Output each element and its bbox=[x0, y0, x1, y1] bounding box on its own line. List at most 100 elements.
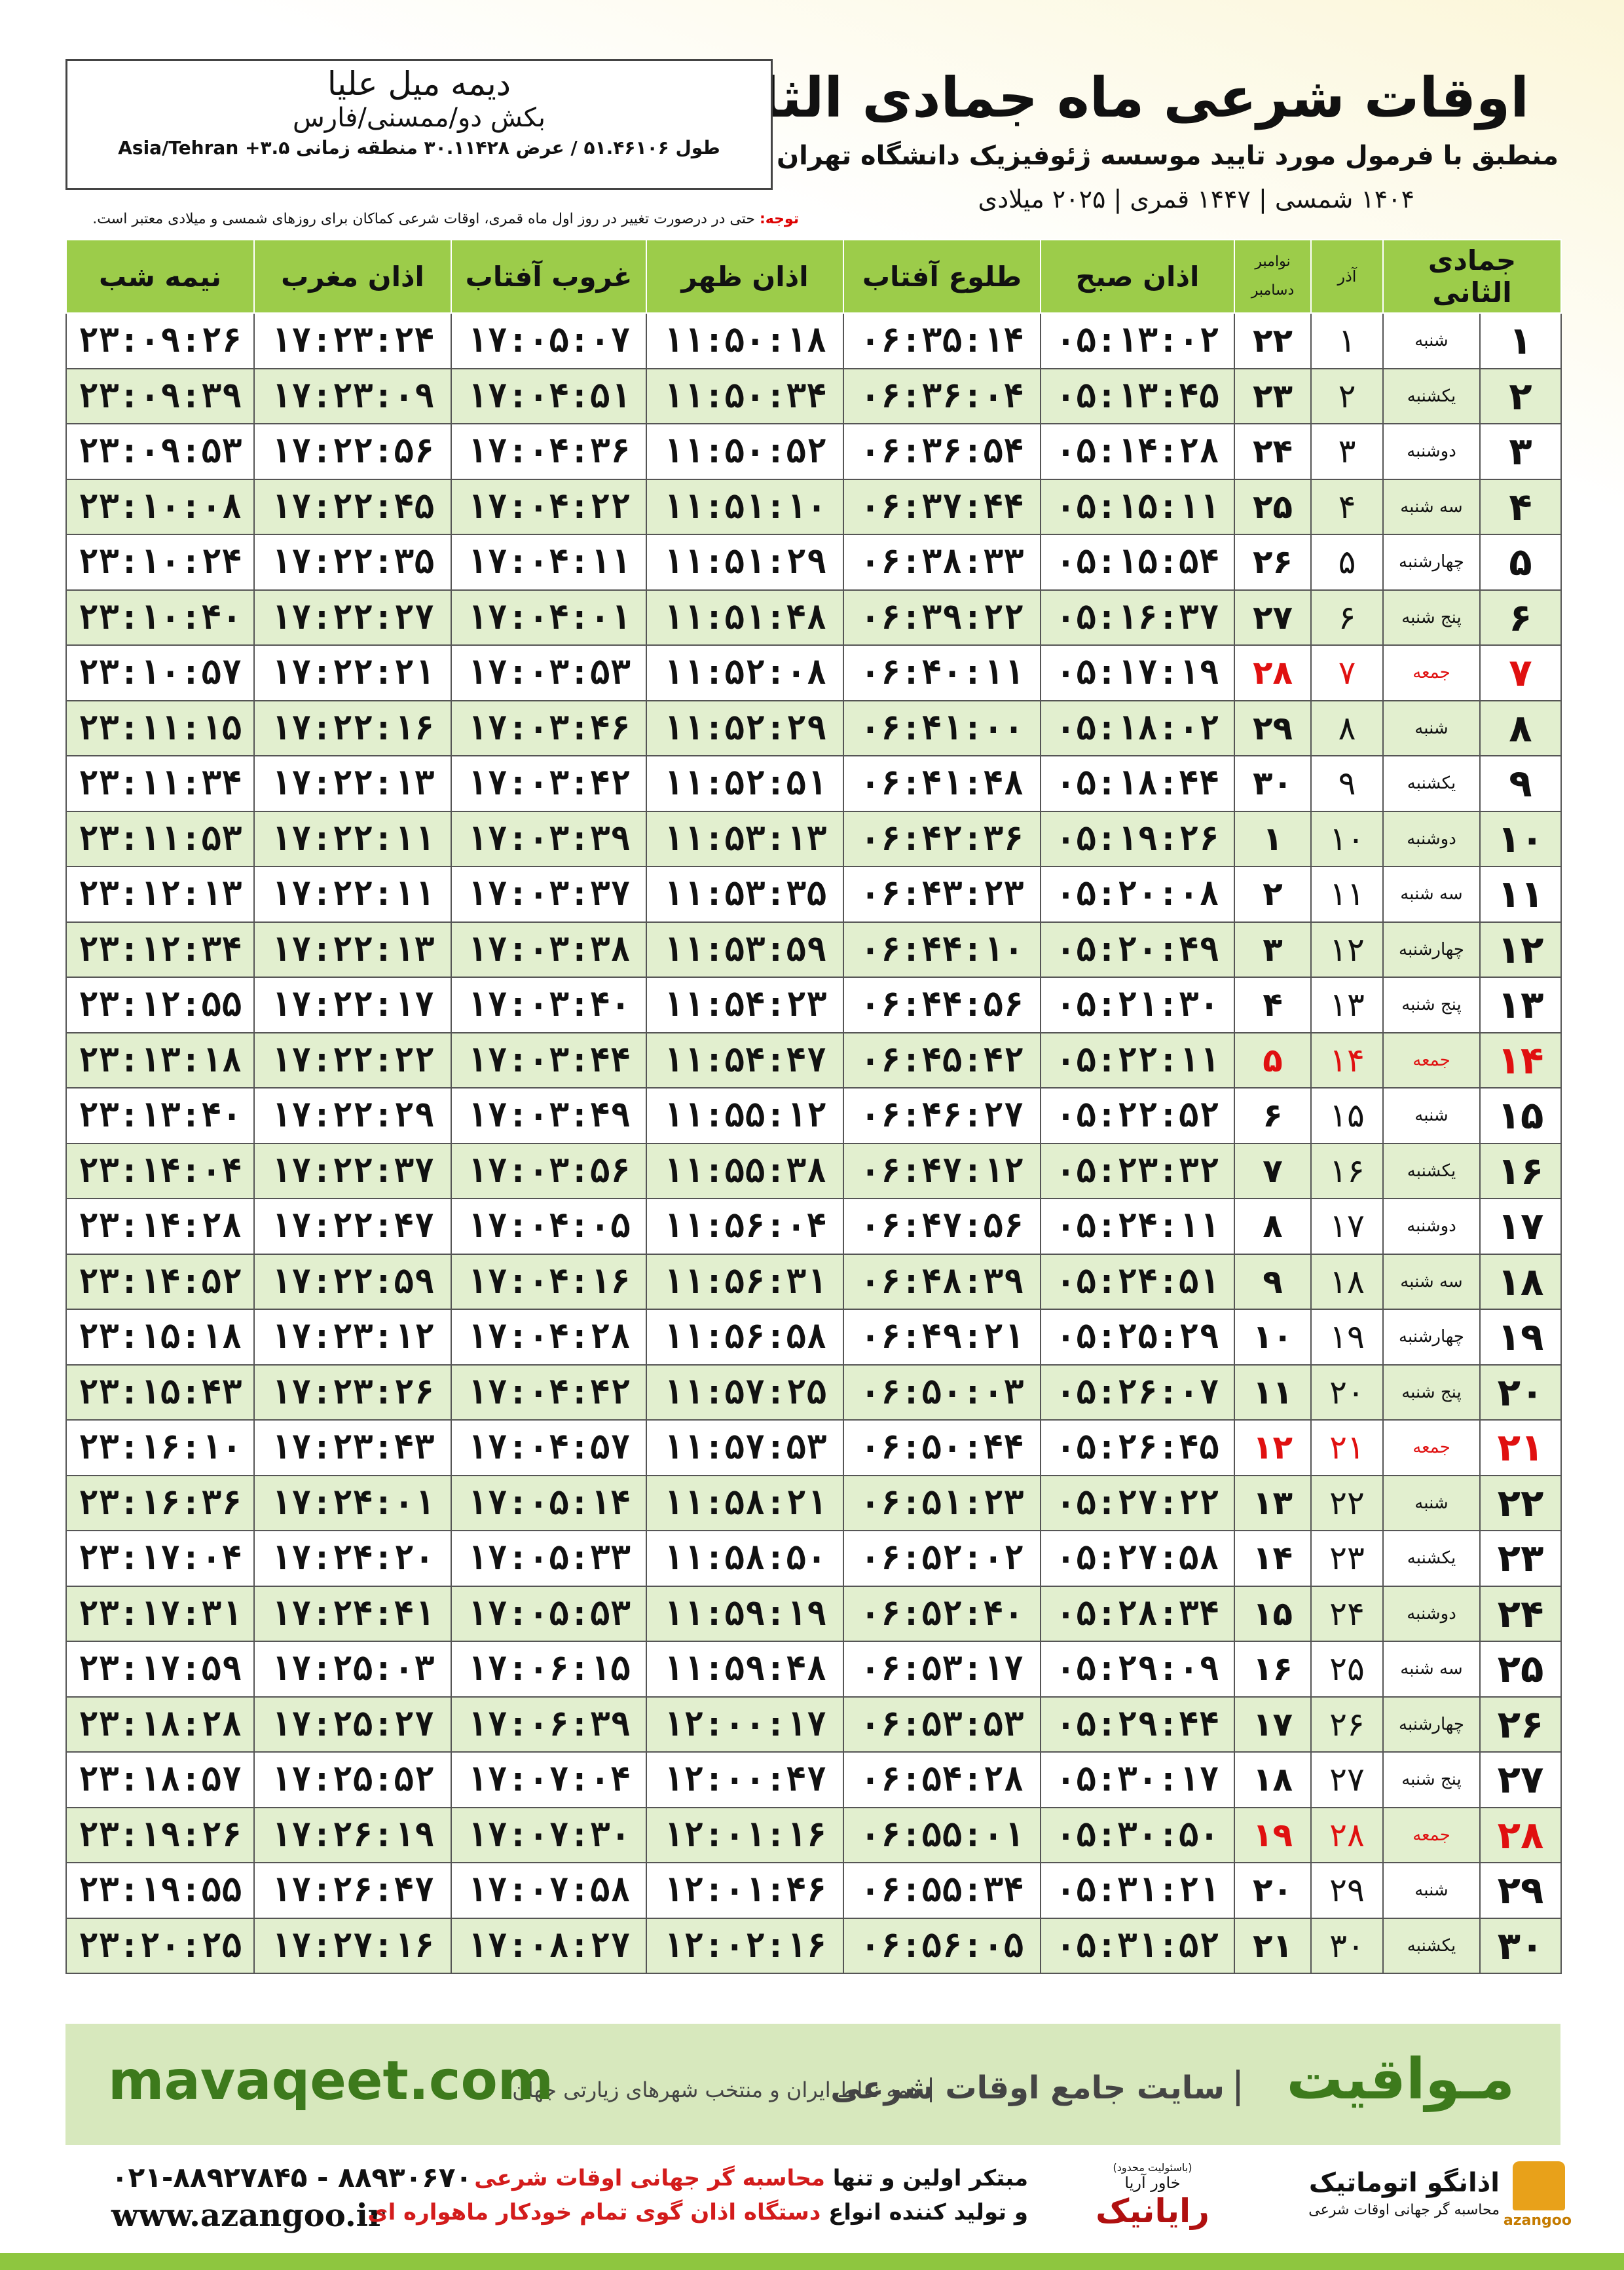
row: ۱۳ پنج شنبه ۱۳ ۴ ۰۵:۲۱:۳۰ ۰۶:۴۴:۵۶ ۱۱:۵۴:۲۳ ۱۷:… bbox=[65, 977, 1562, 1033]
gregorian-day: ۱۹ bbox=[1234, 1806, 1312, 1863]
time: ۰۶:۵۴:۲۸ bbox=[843, 1751, 1041, 1808]
time: ۱۷:۰۶:۱۵ bbox=[451, 1641, 647, 1698]
time: ۱۱:۵۱:۲۹ bbox=[646, 534, 844, 591]
time: ۰۵:۲۹:۴۴ bbox=[1040, 1696, 1235, 1753]
weekday: جمعه bbox=[1382, 1419, 1481, 1476]
time: ۱۷:۰۳:۴۰ bbox=[451, 977, 647, 1033]
gregorian-day: ۶ bbox=[1234, 1087, 1312, 1144]
azar-day: ۱۹ bbox=[1310, 1309, 1384, 1366]
row: ۱۷ دوشنبه ۱۷ ۸ ۰۵:۲۴:۱۱ ۰۶:۴۷:۵۶ ۱۱:۵۶:۰۴ ۱۷:۰۴… bbox=[65, 1198, 1562, 1255]
gregorian-day: ۲۴ bbox=[1234, 423, 1312, 480]
time: ۱۷:۲۳:۲۶ bbox=[253, 1364, 452, 1421]
time: ۱۷:۲۲:۵۹ bbox=[253, 1253, 452, 1310]
weekday: دوشنبه bbox=[1382, 1585, 1481, 1642]
time: ۱۷:۰۴:۵۱ bbox=[451, 367, 647, 424]
weekday: یکشنبه bbox=[1382, 755, 1481, 812]
time: ۲۳:۱۸:۵۷ bbox=[65, 1751, 255, 1808]
header-hijri: جمادی الثانی bbox=[1382, 239, 1562, 314]
row: ۲۸ جمعه ۲۸ ۱۹ ۰۵:۳۰:۵۰ ۰۶:۵۵:۰۱ ۱۲:۰۱:۱۶ ۱۷:۰۷:… bbox=[65, 1806, 1562, 1863]
time: ۰۵:۲۴:۱۱ bbox=[1040, 1198, 1235, 1255]
azar-day: ۳ bbox=[1310, 423, 1384, 480]
azar-day: ۲۰ bbox=[1310, 1364, 1384, 1421]
time: ۰۶:۴۸:۳۹ bbox=[843, 1253, 1041, 1310]
time: ۲۳:۰۹:۲۶ bbox=[65, 312, 255, 369]
time: ۱۷:۲۶:۱۹ bbox=[253, 1806, 452, 1863]
time: ۰۶:۵۰:۰۳ bbox=[843, 1364, 1041, 1421]
logo-name: رایانیک bbox=[1096, 2192, 1209, 2230]
time: ۰۵:۲۰:۰۸ bbox=[1040, 866, 1235, 923]
row: ۲۹ شنبه ۲۹ ۲۰ ۰۵:۳۱:۲۱ ۰۶:۵۵:۳۴ ۱۲:۰۱:۴۶ ۱۷:۰۷:… bbox=[65, 1862, 1562, 1919]
time: ۱۱:۵۳:۵۹ bbox=[646, 921, 844, 978]
time: ۱۷:۲۲:۱۱ bbox=[253, 866, 452, 923]
time: ۰۵:۳۱:۵۲ bbox=[1040, 1917, 1235, 1974]
weekday: پنج شنبه bbox=[1382, 1364, 1481, 1421]
raianik-logo: (باسئولیت محدود) خاور آریا رایانیک bbox=[1061, 2161, 1244, 2230]
time: ۰۶:۴۴:۱۰ bbox=[843, 921, 1041, 978]
azar-day: ۱۳ bbox=[1310, 977, 1384, 1033]
text: و تولید کننده انواع bbox=[828, 2199, 1028, 2225]
row: ۱۲ چهارشنبه ۱۲ ۳ ۰۵:۲۰:۴۹ ۰۶:۴۴:۱۰ ۱۱:۵۳:۵۹ ۱۷:… bbox=[65, 921, 1562, 978]
gregorian-day: ۱۰ bbox=[1234, 1309, 1312, 1366]
time: ۰۶:۴۲:۳۶ bbox=[843, 810, 1041, 867]
weekday: شنبه bbox=[1382, 1474, 1481, 1531]
hijri-day: ۱۹ bbox=[1479, 1309, 1562, 1366]
time: ۰۶:۳۹:۲۲ bbox=[843, 589, 1041, 646]
time: ۱۱:۵۲:۰۸ bbox=[646, 644, 844, 701]
note-label: توجه: bbox=[759, 211, 799, 227]
gregorian-day: ۲۸ bbox=[1234, 644, 1312, 701]
time: ۱۷:۲۲:۴۷ bbox=[253, 1198, 452, 1255]
azar-day: ۶ bbox=[1310, 589, 1384, 646]
time: ۲۳:۱۷:۰۴ bbox=[65, 1530, 255, 1587]
time: ۱۷:۲۳:۱۲ bbox=[253, 1309, 452, 1366]
time: ۱۱:۵۸:۲۱ bbox=[646, 1474, 844, 1531]
hijri-day: ۱۵ bbox=[1479, 1087, 1562, 1144]
weekday: شنبه bbox=[1382, 1087, 1481, 1144]
hijri-day: ۸ bbox=[1479, 699, 1562, 756]
hijri-day: ۱۷ bbox=[1479, 1198, 1562, 1255]
time: ۰۶:۵۳:۵۳ bbox=[843, 1696, 1041, 1753]
row: ۲۴ دوشنبه ۲۴ ۱۵ ۰۵:۲۸:۳۴ ۰۶:۵۲:۴۰ ۱۱:۵۹:۱۹ ۱۷:۰… bbox=[65, 1585, 1562, 1642]
time: ۲۳:۱۹:۲۶ bbox=[65, 1806, 255, 1863]
time: ۰۵:۳۱:۲۱ bbox=[1040, 1862, 1235, 1919]
row: ۲ یکشنبه ۲ ۲۳ ۰۵:۱۳:۴۵ ۰۶:۳۶:۰۴ ۱۱:۵۰:۳۴ ۱۷:۰۴:… bbox=[65, 367, 1562, 424]
row: ۲۳ یکشنبه ۲۳ ۱۴ ۰۵:۲۷:۵۸ ۰۶:۵۲:۰۲ ۱۱:۵۸:۵۰ ۱۷:۰… bbox=[65, 1530, 1562, 1587]
row: ۲۵ سه شنبه ۲۵ ۱۶ ۰۵:۲۹:۰۹ ۰۶:۵۳:۱۷ ۱۱:۵۹:۴۸ ۱۷:… bbox=[65, 1641, 1562, 1698]
banner: مـواقیت سایت جامع اوقات شرعی همه نقاط ای… bbox=[65, 2024, 1560, 2145]
azar-day: ۳۰ bbox=[1310, 1917, 1384, 1974]
time: ۲۳:۱۵:۴۳ bbox=[65, 1364, 255, 1421]
time: ۰۶:۵۱:۲۳ bbox=[843, 1474, 1041, 1531]
header-time: اذان صبح bbox=[1040, 239, 1235, 314]
time: ۲۳:۱۴:۲۸ bbox=[65, 1198, 255, 1255]
time: ۱۷:۰۳:۳۹ bbox=[451, 810, 647, 867]
time: ۰۵:۱۳:۰۲ bbox=[1040, 312, 1235, 369]
hijri-day: ۱۲ bbox=[1479, 921, 1562, 978]
time: ۱۱:۵۵:۳۸ bbox=[646, 1142, 844, 1199]
time: ۲۳:۱۰:۵۷ bbox=[65, 644, 255, 701]
header-time: اذان ظهر bbox=[646, 239, 844, 314]
time: ۰۵:۱۷:۱۹ bbox=[1040, 644, 1235, 701]
time: ۰۵:۲۲:۱۱ bbox=[1040, 1032, 1235, 1088]
time: ۲۳:۱۷:۳۱ bbox=[65, 1585, 255, 1642]
time: ۰۵:۳۰:۵۰ bbox=[1040, 1806, 1235, 1863]
time: ۰۶:۵۲:۴۰ bbox=[843, 1585, 1041, 1642]
time: ۲۳:۱۹:۵۵ bbox=[65, 1862, 255, 1919]
time: ۱۱:۵۰:۵۲ bbox=[646, 423, 844, 480]
time: ۲۳:۱۸:۲۸ bbox=[65, 1696, 255, 1753]
time: ۰۵:۲۶:۰۷ bbox=[1040, 1364, 1235, 1421]
azar-day: ۱۵ bbox=[1310, 1087, 1384, 1144]
time: ۰۵:۲۹:۰۹ bbox=[1040, 1641, 1235, 1698]
header-gregorian: نوامبر دسامبر bbox=[1234, 239, 1312, 314]
time: ۱۷:۲۲:۴۵ bbox=[253, 478, 452, 535]
time: ۰۶:۳۷:۴۴ bbox=[843, 478, 1041, 535]
time: ۲۳:۱۱:۱۵ bbox=[65, 699, 255, 756]
time: ۱۷:۰۳:۵۶ bbox=[451, 1142, 647, 1199]
time: ۱۷:۲۴:۲۰ bbox=[253, 1530, 452, 1587]
time: ۰۶:۵۶:۰۵ bbox=[843, 1917, 1041, 1974]
time: ۱۲:۰۲:۱۶ bbox=[646, 1917, 844, 1974]
time: ۱۷:۰۳:۳۸ bbox=[451, 921, 647, 978]
row: ۲۰ پنج شنبه ۲۰ ۱۱ ۰۵:۲۶:۰۷ ۰۶:۵۰:۰۳ ۱۱:۵۷:۲۵ ۱۷… bbox=[65, 1364, 1562, 1421]
gregorian-day: ۳ bbox=[1234, 921, 1312, 978]
time: ۱۷:۲۶:۴۷ bbox=[253, 1862, 452, 1919]
weekday: سه شنبه bbox=[1382, 1641, 1481, 1698]
time: ۱۷:۰۸:۲۷ bbox=[451, 1917, 647, 1974]
